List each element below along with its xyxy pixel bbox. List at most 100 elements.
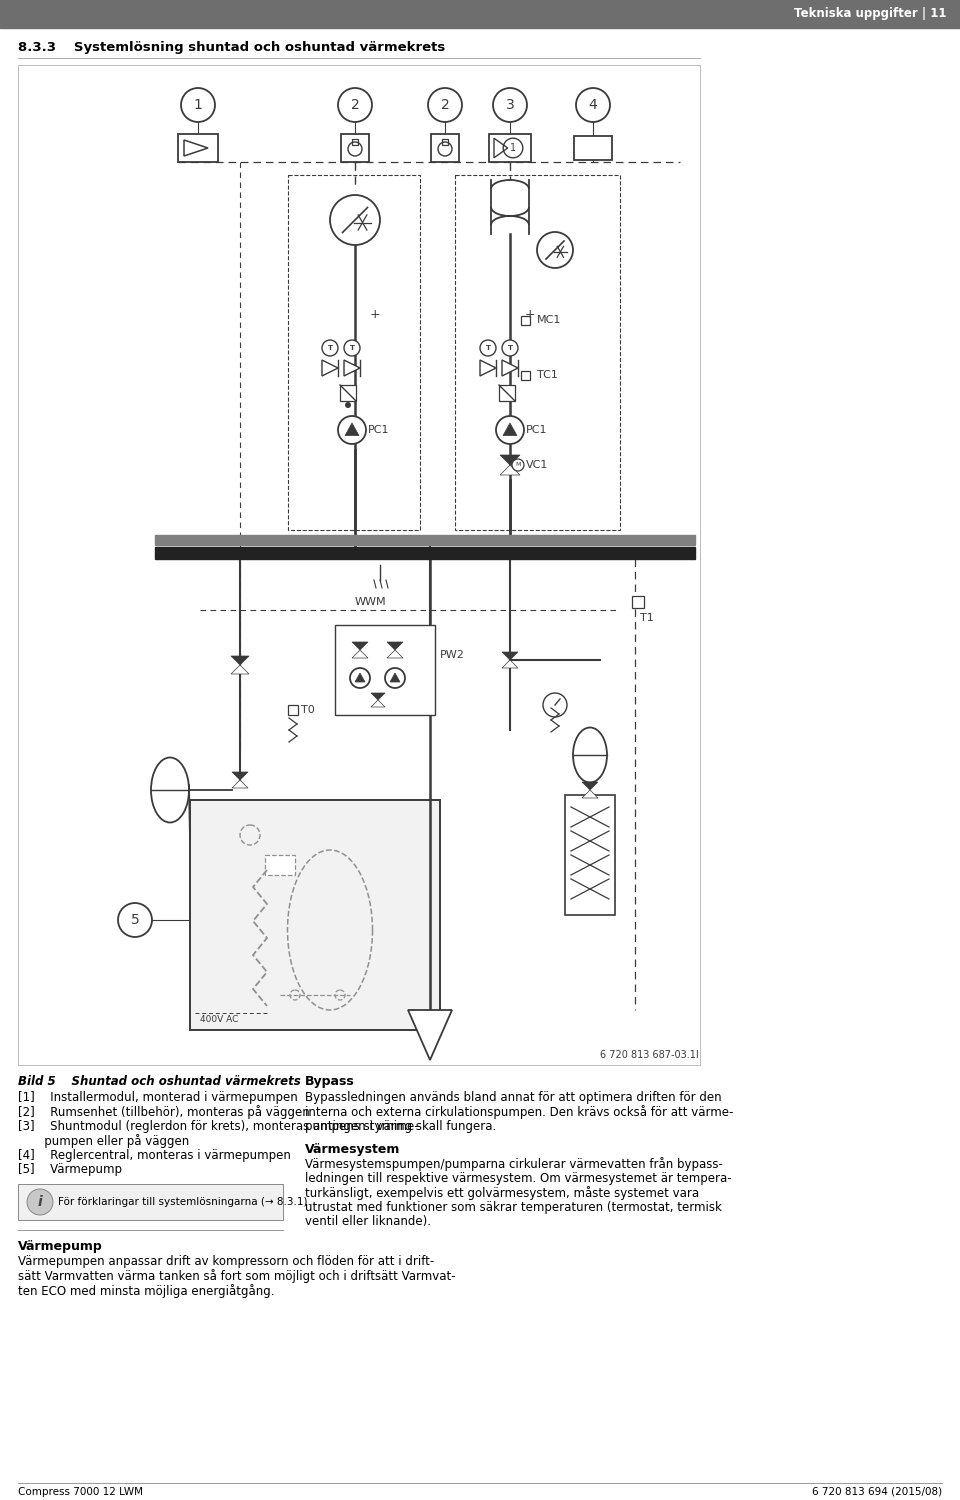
Circle shape	[385, 668, 405, 688]
Polygon shape	[371, 700, 385, 706]
Bar	[455, 176, 620, 530]
Bar	[632, 596, 644, 608]
Text: Bypassledningen används bland annat för att optimera driften för den: Bypassledningen används bland annat för …	[305, 1090, 722, 1104]
Text: 2: 2	[350, 98, 359, 112]
Text: T: T	[349, 345, 354, 351]
Polygon shape	[500, 465, 520, 476]
Text: [5]  Värmepump: [5] Värmepump	[18, 1164, 122, 1176]
Polygon shape	[232, 780, 248, 788]
Polygon shape	[352, 642, 368, 650]
Polygon shape	[503, 423, 517, 435]
Text: Värmesystemspumpen/pumparna cirkulerar värmevatten från bypass-: Värmesystemspumpen/pumparna cirkulerar v…	[305, 1158, 723, 1172]
Text: Värmesystem: Värmesystem	[305, 1143, 400, 1155]
Bar	[431, 134, 459, 162]
Polygon shape	[480, 360, 496, 376]
Polygon shape	[387, 650, 403, 658]
Bar	[520, 315, 530, 324]
Text: ledningen till respektive värmesystem. Om värmesystemet är tempera-: ledningen till respektive värmesystem. O…	[305, 1172, 732, 1185]
Text: sätt Varmvatten värma tanken så fort som möjligt och i driftsätt Varmvat-: sätt Varmvatten värma tanken så fort som…	[18, 1269, 456, 1284]
Bar	[574, 136, 612, 160]
Circle shape	[502, 340, 518, 356]
Polygon shape	[344, 360, 360, 376]
Text: [1]  Installermodul, monterad i värmepumpen: [1] Installermodul, monterad i värmepump…	[18, 1090, 298, 1104]
Polygon shape	[582, 782, 598, 790]
Circle shape	[338, 88, 372, 122]
Text: T: T	[508, 345, 513, 351]
Text: i: i	[37, 1196, 42, 1209]
Circle shape	[344, 340, 360, 356]
Text: T: T	[327, 345, 332, 351]
Polygon shape	[387, 642, 403, 650]
Text: TC1: TC1	[537, 370, 558, 380]
Circle shape	[345, 402, 351, 408]
Text: pumpen eller på väggen: pumpen eller på väggen	[18, 1134, 189, 1149]
Text: T1: T1	[640, 614, 654, 622]
Bar	[442, 140, 448, 146]
Bar	[340, 386, 356, 400]
Bar	[155, 536, 695, 544]
Text: VC1: VC1	[526, 460, 548, 470]
Text: För förklaringar till systemlösningarna (→ 8.3.1).: För förklaringar till systemlösningarna …	[58, 1197, 311, 1208]
Text: [2]  Rumsenhet (tillbehör), monteras på väggen: [2] Rumsenhet (tillbehör), monteras på v…	[18, 1106, 310, 1119]
Circle shape	[480, 340, 496, 356]
Bar	[0, 0, 960, 28]
Text: pumpens styrning skall fungera.: pumpens styrning skall fungera.	[305, 1120, 496, 1132]
Text: ventil eller liknande).: ventil eller liknande).	[305, 1215, 431, 1228]
Text: utrustat med funktioner som säkrar temperaturen (termostat, termisk: utrustat med funktioner som säkrar tempe…	[305, 1202, 722, 1214]
Text: [4]  Reglercentral, monteras i värmepumpen: [4] Reglercentral, monteras i värmepumpe…	[18, 1149, 291, 1162]
Polygon shape	[345, 423, 359, 435]
Text: turkänsligt, exempelvis ett golvärmesystem, måste systemet vara: turkänsligt, exempelvis ett golvärmesyst…	[305, 1186, 699, 1200]
Bar	[499, 386, 515, 400]
Text: WWM: WWM	[355, 597, 387, 608]
Text: Compress 7000 12 LWM: Compress 7000 12 LWM	[18, 1486, 143, 1497]
Text: 4: 4	[588, 98, 597, 112]
Text: Tekniska uppgifter | 11: Tekniska uppgifter | 11	[794, 8, 946, 21]
Text: +: +	[525, 309, 536, 321]
Polygon shape	[232, 772, 248, 780]
Text: 400V AC: 400V AC	[200, 1016, 238, 1025]
Bar	[288, 705, 298, 716]
Text: MC1: MC1	[537, 315, 562, 326]
Bar	[155, 548, 695, 560]
Circle shape	[322, 340, 338, 356]
Text: PW2: PW2	[440, 650, 465, 660]
Bar	[489, 134, 531, 162]
Polygon shape	[502, 652, 518, 660]
Circle shape	[428, 88, 462, 122]
Text: 6 720 813 694 (2015/08): 6 720 813 694 (2015/08)	[812, 1486, 942, 1497]
Polygon shape	[502, 360, 518, 376]
Text: 5: 5	[131, 914, 139, 927]
Circle shape	[118, 903, 152, 938]
Circle shape	[543, 693, 567, 717]
Bar	[352, 140, 358, 146]
Text: Värmepumpen anpassar drift av kompressorn och flöden för att i drift-: Värmepumpen anpassar drift av kompressor…	[18, 1256, 434, 1268]
Polygon shape	[582, 790, 598, 798]
Bar	[265, 855, 295, 874]
Circle shape	[350, 668, 370, 688]
Circle shape	[330, 195, 380, 244]
Polygon shape	[408, 1010, 452, 1060]
Polygon shape	[502, 660, 518, 668]
Bar	[565, 795, 615, 915]
Polygon shape	[500, 454, 520, 465]
Text: interna och externa cirkulationspumpen. Den krävs också för att värme-: interna och externa cirkulationspumpen. …	[305, 1106, 733, 1119]
Text: 1: 1	[510, 142, 516, 153]
Bar	[335, 626, 435, 716]
Text: ten ECO med minsta möjliga energiåtgång.: ten ECO med minsta möjliga energiåtgång.	[18, 1284, 275, 1298]
Bar	[178, 134, 218, 162]
Polygon shape	[371, 693, 385, 700]
Text: 1: 1	[194, 98, 203, 112]
Text: PC1: PC1	[526, 424, 547, 435]
Text: Bypass: Bypass	[305, 1076, 355, 1088]
Text: Värmepump: Värmepump	[18, 1240, 103, 1252]
Circle shape	[493, 88, 527, 122]
Text: T: T	[486, 345, 491, 351]
Circle shape	[496, 416, 524, 444]
Bar	[18, 64, 700, 1065]
Text: PC1: PC1	[368, 424, 390, 435]
Text: T0: T0	[301, 705, 315, 716]
Polygon shape	[231, 664, 249, 674]
Text: 2: 2	[441, 98, 449, 112]
Circle shape	[27, 1190, 53, 1215]
Text: 8.3.3  Systemlösning shuntad och oshuntad värmekrets: 8.3.3 Systemlösning shuntad och oshuntad…	[18, 40, 445, 54]
